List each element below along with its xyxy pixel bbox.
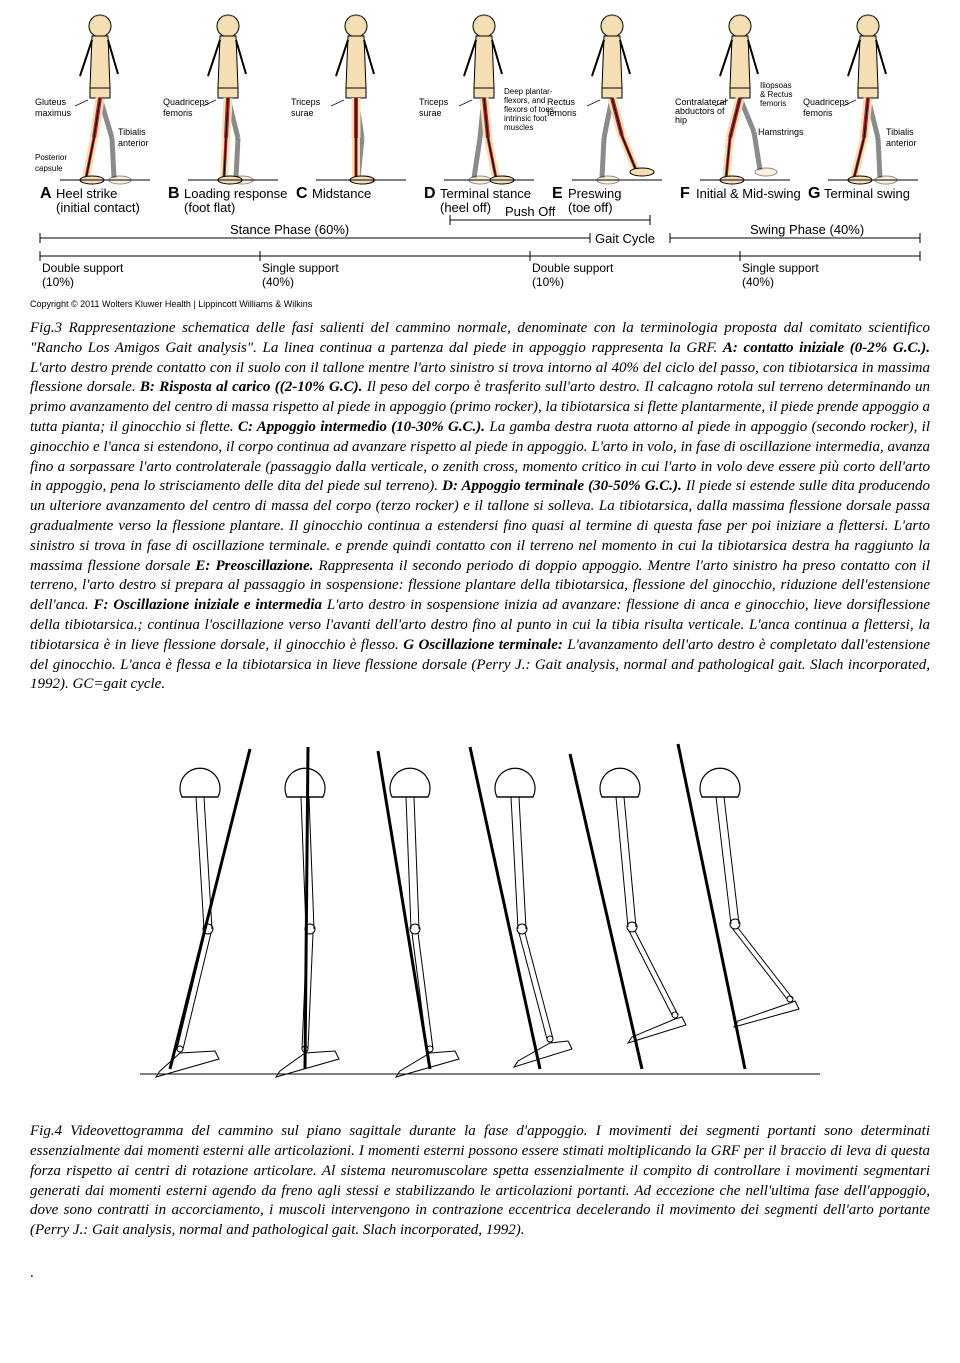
- fig3-F-label: F: Oscillazione iniziale e intermedia: [93, 597, 322, 613]
- svg-text:Midstance: Midstance: [312, 186, 371, 201]
- svg-text:(heel off): (heel off): [440, 200, 491, 215]
- svg-text:F: F: [680, 185, 690, 202]
- svg-text:muscles: muscles: [504, 123, 533, 132]
- svg-text:(toe off): (toe off): [568, 200, 613, 215]
- svg-text:femoris: femoris: [760, 99, 786, 108]
- svg-text:anterior: anterior: [886, 138, 917, 148]
- svg-text:Single support: Single support: [262, 261, 339, 275]
- svg-text:D: D: [424, 185, 436, 202]
- svg-text:femoris: femoris: [163, 108, 193, 118]
- svg-text:(initial contact): (initial contact): [56, 200, 140, 215]
- svg-text:maximus: maximus: [35, 108, 72, 118]
- svg-text:(40%): (40%): [262, 275, 294, 289]
- svg-text:femoris: femoris: [803, 108, 833, 118]
- svg-text:Tibialis: Tibialis: [886, 127, 914, 137]
- fig3-D-label: D: Appoggio terminale (30-50% G.C.).: [442, 478, 682, 494]
- svg-text:(10%): (10%): [532, 275, 564, 289]
- svg-text:Initial & Mid-swing: Initial & Mid-swing: [696, 186, 801, 201]
- svg-text:Swing Phase (40%): Swing Phase (40%): [750, 222, 864, 237]
- gait-cycle-diagram: GluteusmaximusTibialisanteriorPosteriorc…: [30, 10, 930, 290]
- svg-text:B: B: [168, 185, 180, 202]
- svg-text:Push Off: Push Off: [505, 204, 556, 219]
- fig3-C-label: C: Appoggio intermedio (10-30% G.C.).: [238, 419, 485, 435]
- svg-text:Terminal stance: Terminal stance: [440, 186, 531, 201]
- svg-text:G: G: [808, 185, 820, 202]
- svg-text:Loading response: Loading response: [184, 186, 287, 201]
- svg-text:(10%): (10%): [42, 275, 74, 289]
- svg-text:Rectus: Rectus: [547, 97, 576, 107]
- svg-text:Quadriceps: Quadriceps: [803, 97, 850, 107]
- trailing-dot: .: [30, 1265, 930, 1282]
- svg-text:Gluteus: Gluteus: [35, 97, 67, 107]
- svg-text:E: E: [552, 185, 563, 202]
- svg-text:(foot flat): (foot flat): [184, 200, 235, 215]
- svg-text:Posterior: Posterior: [35, 153, 67, 162]
- fig3-caption: Fig.3 Rappresentazione schematica delle …: [30, 319, 930, 695]
- svg-text:(40%): (40%): [742, 275, 774, 289]
- fig3-A-label: A: contatto iniziale (0-2% G.C.).: [723, 340, 930, 356]
- svg-text:Single support: Single support: [742, 261, 819, 275]
- svg-text:Triceps: Triceps: [291, 97, 321, 107]
- svg-text:Preswing: Preswing: [568, 186, 621, 201]
- svg-text:hip: hip: [675, 115, 687, 125]
- svg-text:anterior: anterior: [118, 138, 149, 148]
- svg-text:surae: surae: [291, 108, 314, 118]
- copyright-line: Copyright © 2011 Wolters Kluwer Health |…: [30, 299, 930, 309]
- svg-text:Triceps: Triceps: [419, 97, 449, 107]
- svg-text:flexors, and: flexors, and: [504, 96, 545, 105]
- fig3-E-label: E: Preoscillazione.: [195, 558, 313, 574]
- fig3-G-label: G Oscillazione terminale:: [403, 637, 563, 653]
- svg-text:femoris: femoris: [547, 108, 577, 118]
- fig4-text: Fig.4 Videovettogramma del cammino sul p…: [30, 1123, 930, 1238]
- svg-text:& Rectus: & Rectus: [760, 90, 792, 99]
- svg-text:Hamstrings: Hamstrings: [758, 127, 804, 137]
- svg-text:A: A: [40, 185, 52, 202]
- svg-text:Iliopsoas: Iliopsoas: [760, 81, 792, 90]
- svg-text:Double support: Double support: [532, 261, 614, 275]
- fig4-caption: Fig.4 Videovettogramma del cammino sul p…: [30, 1122, 930, 1241]
- svg-text:intrinsic foot: intrinsic foot: [504, 114, 547, 123]
- svg-text:Terminal swing: Terminal swing: [824, 186, 910, 201]
- svg-text:Gait Cycle: Gait Cycle: [595, 231, 655, 246]
- svg-text:surae: surae: [419, 108, 442, 118]
- svg-text:Double support: Double support: [42, 261, 124, 275]
- svg-text:capsule: capsule: [35, 164, 63, 173]
- svg-text:Stance Phase (60%): Stance Phase (60%): [230, 222, 349, 237]
- svg-text:Deep plantar-: Deep plantar-: [504, 87, 553, 96]
- svg-text:Heel strike: Heel strike: [56, 186, 117, 201]
- fig3-B-label: B: Risposta al carico ((2-10% G.C).: [140, 379, 362, 395]
- svg-text:Quadriceps: Quadriceps: [163, 97, 210, 107]
- svg-text:C: C: [296, 185, 308, 202]
- vectogram-diagram: [30, 739, 930, 1099]
- svg-text:Tibialis: Tibialis: [118, 127, 146, 137]
